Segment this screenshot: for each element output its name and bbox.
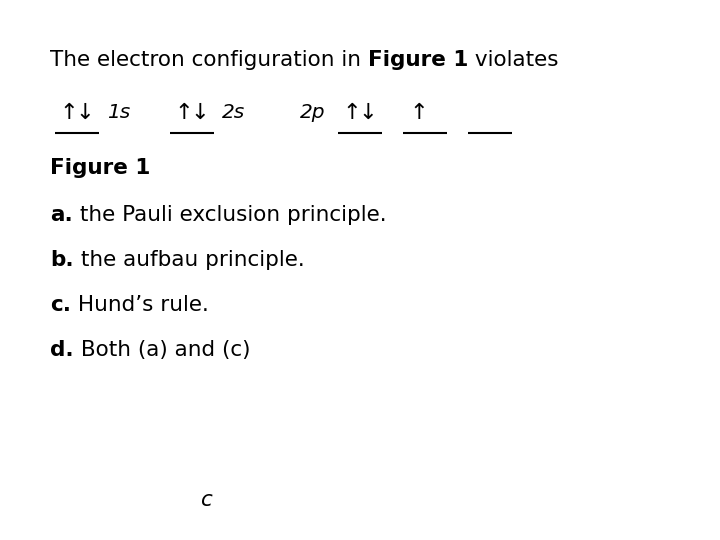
Text: The electron configuration in: The electron configuration in <box>50 50 368 70</box>
Text: a.: a. <box>50 205 73 225</box>
Text: 1s: 1s <box>107 103 130 122</box>
Text: ↓: ↓ <box>191 103 210 123</box>
Text: ↑: ↑ <box>343 103 361 123</box>
Text: violates: violates <box>468 50 559 70</box>
Text: 2p: 2p <box>300 103 325 122</box>
Text: the aufbau principle.: the aufbau principle. <box>73 250 305 270</box>
Text: ↑: ↑ <box>60 103 78 123</box>
Text: Both (a) and (c): Both (a) and (c) <box>73 340 250 360</box>
Text: Figure 1: Figure 1 <box>50 158 150 178</box>
Text: Hund’s rule.: Hund’s rule. <box>71 295 209 315</box>
Text: d.: d. <box>50 340 73 360</box>
Text: ↓: ↓ <box>76 103 94 123</box>
Text: ↑: ↑ <box>410 103 428 123</box>
Text: c: c <box>200 490 212 510</box>
Text: c.: c. <box>50 295 71 315</box>
Text: Figure 1: Figure 1 <box>368 50 468 70</box>
Text: the Pauli exclusion principle.: the Pauli exclusion principle. <box>73 205 387 225</box>
Text: b.: b. <box>50 250 73 270</box>
Text: ↓: ↓ <box>359 103 377 123</box>
Text: ↑: ↑ <box>175 103 193 123</box>
Text: 2s: 2s <box>222 103 246 122</box>
